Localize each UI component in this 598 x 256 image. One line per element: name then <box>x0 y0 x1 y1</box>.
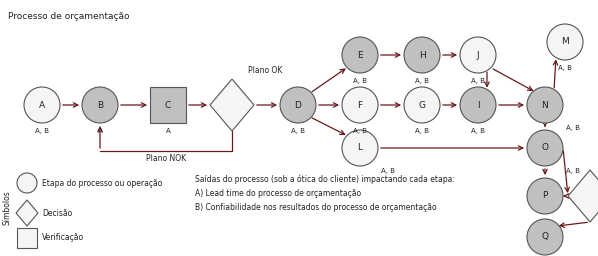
Text: A, B: A, B <box>558 65 572 71</box>
Circle shape <box>460 37 496 73</box>
Circle shape <box>460 87 496 123</box>
Circle shape <box>82 87 118 123</box>
Text: G: G <box>419 101 426 110</box>
Text: A, B: A, B <box>471 128 485 134</box>
Text: A, B: A, B <box>415 128 429 134</box>
Text: A, B: A, B <box>566 125 580 131</box>
Text: A: A <box>97 128 102 134</box>
Circle shape <box>342 87 378 123</box>
Text: Plano NOK: Plano NOK <box>146 154 186 163</box>
Text: A, B: A, B <box>381 168 395 174</box>
Text: A) Lead time do processo de orçamentação: A) Lead time do processo de orçamentação <box>195 189 361 198</box>
Text: I: I <box>477 101 480 110</box>
Text: A: A <box>39 101 45 110</box>
Text: Decisão: Decisão <box>42 208 72 218</box>
Text: Plano OK: Plano OK <box>248 66 282 75</box>
Text: A, B: A, B <box>353 128 367 134</box>
Text: A, B: A, B <box>353 78 367 84</box>
Text: A, B: A, B <box>35 128 49 134</box>
Text: M: M <box>561 37 569 47</box>
Circle shape <box>527 219 563 255</box>
Text: N: N <box>542 101 548 110</box>
Circle shape <box>342 37 378 73</box>
Circle shape <box>404 87 440 123</box>
Text: Etapa do processo ou operação: Etapa do processo ou operação <box>42 178 163 187</box>
Bar <box>17 228 37 248</box>
Text: A, B: A, B <box>291 128 305 134</box>
Text: Verificação: Verificação <box>42 233 84 242</box>
Text: Símbolos: Símbolos <box>2 190 11 225</box>
Text: C: C <box>165 101 171 110</box>
Polygon shape <box>210 79 254 131</box>
Text: F: F <box>358 101 362 110</box>
Circle shape <box>24 87 60 123</box>
Circle shape <box>342 130 378 166</box>
Text: Processo de orçamentação: Processo de orçamentação <box>8 12 130 21</box>
Polygon shape <box>568 170 598 222</box>
Text: A, B: A, B <box>566 168 580 174</box>
Text: P: P <box>542 191 548 200</box>
Text: L: L <box>358 144 362 153</box>
Polygon shape <box>16 200 38 226</box>
Text: J: J <box>477 50 480 59</box>
Text: O: O <box>542 144 548 153</box>
Text: D: D <box>295 101 301 110</box>
Text: Saídas do processo (sob a ótica do cliente) impactando cada etapa:: Saídas do processo (sob a ótica do clien… <box>195 175 455 185</box>
Circle shape <box>547 24 583 60</box>
Circle shape <box>527 87 563 123</box>
Text: A, B: A, B <box>471 78 485 84</box>
Text: Q: Q <box>542 232 548 241</box>
Circle shape <box>404 37 440 73</box>
Circle shape <box>280 87 316 123</box>
Text: A: A <box>166 128 170 134</box>
Text: E: E <box>357 50 363 59</box>
Text: A, B: A, B <box>415 78 429 84</box>
Circle shape <box>527 130 563 166</box>
Text: B) Confiabilidade nos resultados do processo de orçamentação: B) Confiabilidade nos resultados do proc… <box>195 203 437 212</box>
Circle shape <box>17 173 37 193</box>
Circle shape <box>527 178 563 214</box>
Bar <box>150 87 186 123</box>
Text: B: B <box>97 101 103 110</box>
Text: H: H <box>419 50 425 59</box>
